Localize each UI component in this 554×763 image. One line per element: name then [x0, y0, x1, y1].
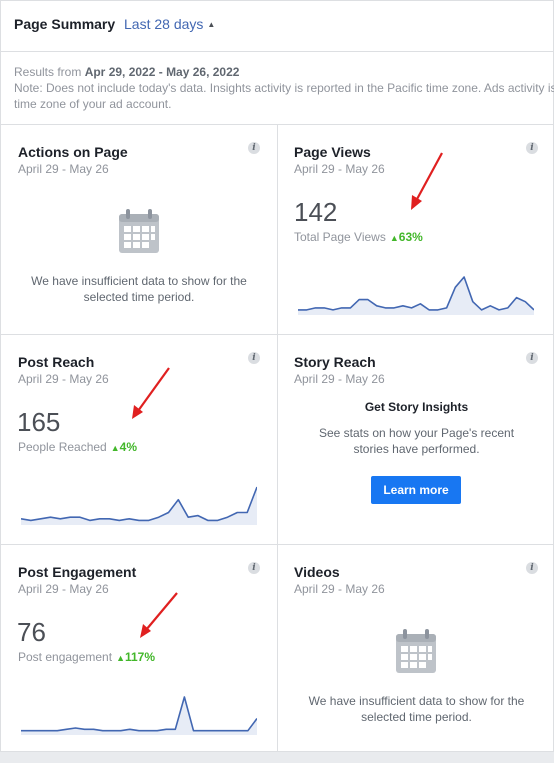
- info-icon[interactable]: i: [526, 142, 538, 154]
- card-date: April 29 - May 26: [294, 162, 385, 176]
- post-engagement-sparkline: [21, 696, 257, 735]
- results-range-line: Results from Apr 29, 2022 - May 26, 2022: [14, 64, 554, 80]
- card-date: April 29 - May 26: [18, 372, 109, 386]
- metric-label: Total Page Views ▲︎63%: [294, 230, 423, 244]
- insufficient-data-message: We have insufficient data to show for th…: [308, 694, 525, 724]
- card-date: April 29 - May 26: [294, 372, 385, 386]
- sparkline-area: [21, 697, 257, 735]
- card-actions-on-page: Actions on Page April 29 - May 26 i We h…: [1, 125, 278, 335]
- results-prefix: Results from: [14, 65, 85, 79]
- card-page-views: Page Views April 29 - May 26 i 142 Total…: [278, 125, 554, 335]
- card-videos: Videos April 29 - May 26 i We have insuf…: [278, 545, 554, 753]
- card-title: Post Engagement: [18, 564, 137, 580]
- sparkline-area: [298, 277, 534, 315]
- insufficient-data-message: We have insufficient data to show for th…: [31, 274, 247, 304]
- metric-change: 117%: [125, 650, 156, 664]
- metric-label: People Reached ▲︎4%: [18, 440, 137, 454]
- info-icon[interactable]: i: [526, 352, 538, 364]
- grid-divider: [1, 124, 554, 125]
- story-insights-heading: Get Story Insights: [364, 400, 469, 414]
- metric-value: 76: [17, 617, 46, 647]
- metric-label-text: People Reached: [18, 440, 107, 454]
- date-range-dropdown[interactable]: Last 28 days ▲︎: [124, 16, 215, 32]
- summary-header: Page Summary Last 28 days ▲︎: [1, 1, 554, 52]
- learn-more-button[interactable]: Learn more: [371, 476, 461, 504]
- post-reach-sparkline: [21, 486, 257, 525]
- sort-caret-icon: ▲︎: [207, 20, 216, 29]
- metric-change: 4%: [119, 440, 137, 454]
- up-triangle-icon: ▲︎: [116, 653, 125, 663]
- info-icon[interactable]: i: [248, 562, 260, 574]
- results-range: Apr 29, 2022 - May 26, 2022: [84, 65, 240, 79]
- up-triangle-icon: ▲︎: [389, 233, 399, 243]
- story-insights-text: See stats on how your Page's recent stor…: [318, 426, 515, 456]
- metric-value: 165: [17, 407, 61, 437]
- calendar-icon: [119, 209, 159, 253]
- metric-label-text: Total Page Views: [294, 230, 386, 244]
- card-title: Videos: [294, 564, 340, 580]
- metric-label-text: Post engagement: [18, 650, 113, 664]
- info-icon[interactable]: i: [248, 352, 260, 364]
- results-notice: Results from Apr 29, 2022 - May 26, 2022…: [14, 64, 554, 112]
- card-date: April 29 - May 26: [18, 162, 109, 176]
- card-title: Story Reach: [294, 354, 376, 370]
- page-background-strip: [0, 752, 554, 763]
- page-title: Page Summary: [14, 16, 116, 32]
- note-line-1: Note: Does not include today's data. Ins…: [14, 81, 554, 95]
- date-range-label: Last 28 days: [124, 16, 204, 32]
- card-title: Page Views: [294, 144, 371, 160]
- metric-change: 63%: [398, 230, 423, 244]
- metric-label: Post engagement ▲︎117%: [18, 650, 155, 664]
- metric-value: 142: [294, 197, 338, 227]
- sparkline-area: [21, 487, 257, 525]
- up-triangle-icon: ▲︎: [110, 443, 120, 453]
- page-views-sparkline: [298, 276, 534, 315]
- sparkline-line: [298, 276, 534, 311]
- info-icon[interactable]: i: [526, 562, 538, 574]
- calendar-icon: [396, 629, 436, 673]
- card-date: April 29 - May 26: [294, 582, 385, 596]
- sparkline-line: [21, 696, 257, 732]
- card-post-engagement: Post Engagement April 29 - May 26 i 76 P…: [1, 545, 278, 753]
- note-line-2: time zone of your ad account.: [14, 97, 172, 111]
- sparkline-line: [21, 486, 257, 522]
- card-date: April 29 - May 26: [18, 582, 109, 596]
- card-title: Actions on Page: [18, 144, 128, 160]
- card-story-reach: Story Reach April 29 - May 26 i Get Stor…: [278, 335, 554, 545]
- card-title: Post Reach: [18, 354, 95, 370]
- info-icon[interactable]: i: [248, 142, 260, 154]
- card-post-reach: Post Reach April 29 - May 26 i 165 Peopl…: [1, 335, 278, 545]
